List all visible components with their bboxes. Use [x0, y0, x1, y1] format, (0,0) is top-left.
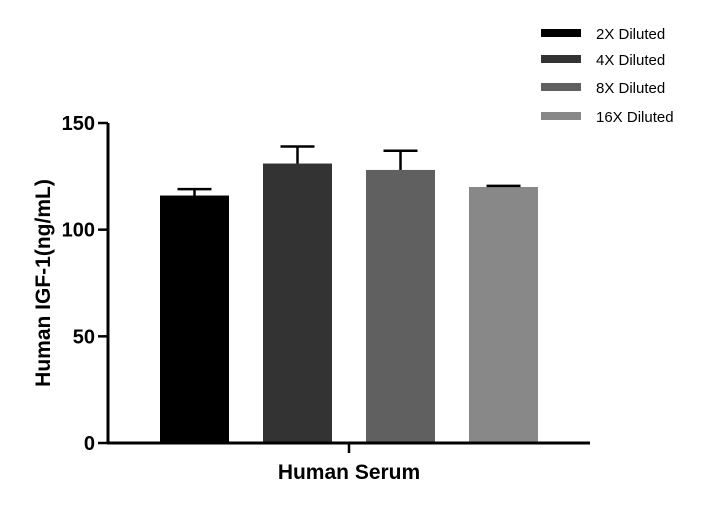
- legend-label-3: 8X Diluted: [596, 80, 665, 97]
- bar-1: [160, 195, 229, 443]
- x-axis-title: Human Serum: [278, 461, 420, 484]
- y-axis-title: Human IGF-1(ng/mL): [32, 179, 55, 387]
- legend-swatch-3: [541, 83, 581, 91]
- bar-4: [469, 187, 538, 443]
- y-tick-label-150: 150: [62, 113, 95, 135]
- legend-swatch-4: [541, 112, 581, 120]
- axes-layer: [98, 121, 590, 453]
- y-tick-label-50: 50: [73, 326, 95, 348]
- legend: 2X Diluted 4X Diluted 8X Diluted 16X Dilute…: [541, 26, 674, 126]
- legend-swatch-1: [541, 29, 581, 37]
- legend-label-4: 16X Diluted: [596, 109, 674, 126]
- y-tick-label-0: 0: [84, 433, 95, 455]
- error-bars-layer: [177, 145, 521, 196]
- bar-3: [366, 169, 435, 443]
- legend-label-2: 4X Diluted: [596, 52, 665, 69]
- bars-layer: [160, 163, 538, 444]
- bar-2: [263, 163, 332, 444]
- y-tick-label-100: 100: [62, 220, 95, 242]
- y-tick-labels: 0 50 100 150: [62, 113, 95, 455]
- legend-label-1: 2X Diluted: [596, 26, 665, 43]
- legend-swatch-2: [541, 55, 581, 63]
